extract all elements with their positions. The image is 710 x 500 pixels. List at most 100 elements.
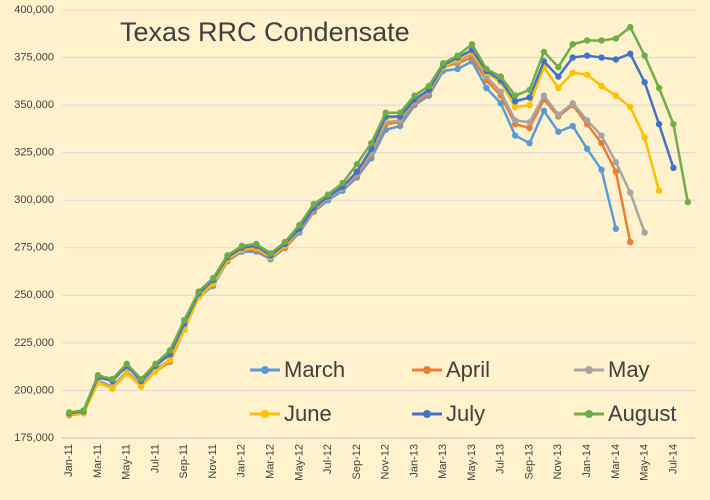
data-point — [627, 103, 634, 111]
x-tick-label: Mar-13 — [437, 444, 449, 479]
data-point — [612, 158, 620, 166]
legend-marker — [423, 410, 431, 418]
data-point — [598, 37, 605, 44]
data-point — [425, 82, 433, 90]
data-point — [555, 63, 562, 71]
x-tick-label: Jan-11 — [63, 444, 75, 477]
data-point — [526, 101, 533, 109]
x-tick-label: Jul-13 — [495, 444, 507, 474]
data-point — [296, 221, 303, 229]
x-tick-label: Mar-11 — [92, 444, 104, 478]
x-tick-label: Nov-12 — [380, 444, 392, 479]
x-tick-label: Mar-14 — [610, 444, 622, 479]
data-point — [181, 316, 188, 324]
data-point — [540, 48, 548, 56]
x-tick-label: May-12 — [293, 444, 305, 481]
data-point — [324, 191, 332, 198]
y-tick-label: 375,000 — [14, 51, 54, 63]
data-point — [209, 275, 217, 282]
data-point — [526, 94, 533, 101]
x-tick-label: Nov-13 — [552, 444, 564, 479]
data-point — [670, 164, 677, 172]
data-point — [195, 288, 202, 295]
x-tick-label: Jan-12 — [236, 444, 248, 478]
data-point — [526, 86, 533, 94]
data-point — [555, 73, 562, 80]
data-point — [267, 250, 274, 257]
chart-title: Texas RRC Condensate — [120, 17, 410, 47]
data-point — [339, 179, 346, 187]
data-point — [655, 120, 663, 128]
data-point — [526, 124, 533, 132]
legend-marker — [261, 366, 269, 374]
y-tick-label: 225,000 — [14, 337, 54, 349]
data-point — [583, 145, 591, 153]
data-point — [684, 198, 692, 206]
x-tick-label: Nov-11 — [207, 444, 219, 479]
data-point — [166, 347, 174, 354]
data-point — [123, 370, 130, 377]
data-point — [598, 166, 605, 173]
x-tick-label: Jan-14 — [581, 444, 593, 478]
data-point — [583, 37, 591, 44]
data-point — [655, 84, 663, 92]
data-point — [483, 84, 490, 92]
data-point — [152, 368, 159, 375]
legend-marker — [423, 366, 431, 374]
x-tick-label: Sep-11 — [178, 444, 190, 479]
legend-label: May — [608, 357, 650, 382]
data-point — [497, 100, 504, 107]
data-point — [555, 128, 562, 135]
y-tick-label: 250,000 — [14, 289, 54, 301]
data-point — [555, 84, 562, 92]
data-point — [483, 65, 490, 73]
data-point — [612, 56, 620, 63]
x-tick-label: May-13 — [466, 444, 478, 481]
data-point — [94, 372, 102, 379]
data-point — [511, 117, 519, 124]
y-tick-label: 200,000 — [14, 384, 54, 396]
data-point — [612, 168, 620, 175]
data-point — [411, 92, 418, 99]
data-point — [310, 200, 317, 208]
data-point — [583, 117, 591, 124]
data-point — [540, 92, 548, 99]
data-point — [627, 238, 634, 246]
data-point — [526, 139, 533, 147]
y-tick-label: 300,000 — [14, 194, 54, 206]
data-point — [353, 168, 361, 175]
data-point — [454, 52, 461, 59]
x-tick-label: May-14 — [639, 444, 651, 481]
data-point — [454, 65, 461, 73]
data-point — [497, 88, 504, 95]
data-point — [382, 109, 389, 116]
y-tick-label: 400,000 — [14, 4, 54, 16]
legend-marker — [585, 410, 593, 418]
data-point — [497, 73, 504, 80]
data-point — [511, 98, 519, 105]
data-point — [440, 60, 447, 67]
data-point — [396, 109, 404, 116]
x-tick-label: Mar-12 — [265, 444, 277, 479]
x-tick-label: May-11 — [121, 444, 133, 480]
y-tick-label: 175,000 — [14, 432, 54, 444]
data-point — [468, 41, 476, 48]
data-point — [583, 52, 591, 59]
data-point — [598, 82, 605, 90]
data-point — [569, 122, 576, 130]
data-point — [598, 132, 605, 139]
data-point — [670, 120, 677, 128]
x-tick-label: Jul-12 — [322, 444, 334, 474]
y-tick-label: 275,000 — [14, 242, 54, 254]
legend-label: March — [284, 357, 345, 382]
data-point — [253, 240, 260, 248]
data-point — [166, 356, 174, 364]
legend-marker — [261, 410, 269, 418]
data-point — [137, 375, 145, 383]
legend-label: June — [284, 401, 332, 426]
data-point — [598, 54, 605, 61]
data-point — [569, 54, 576, 61]
data-point — [612, 225, 620, 232]
data-point — [555, 111, 562, 118]
data-point — [526, 119, 533, 126]
